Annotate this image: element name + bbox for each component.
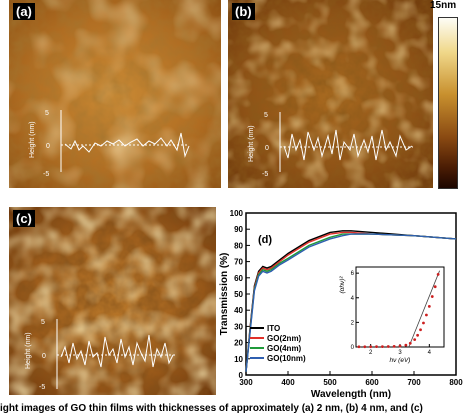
afm-panel-a: 5 0 -5 Height (nm) (a) [9, 0, 221, 188]
inset-x-tick-label: 3 [398, 350, 402, 356]
x-tick-label: 600 [365, 378, 379, 387]
inset-point [375, 345, 378, 349]
height-profile-b [279, 112, 413, 172]
y-tick-label: 40 [234, 306, 243, 315]
afm-image-b: 5 0 -5 Height (nm) [228, 0, 433, 188]
transmission-chart: 0 10 20 30 40 50 60 70 80 90 100 300 400 500 600 700 800… [218, 205, 474, 403]
inset-point [369, 345, 373, 349]
legend-label: ITO [267, 324, 280, 333]
ylabel-a: Height (nm) [29, 121, 36, 158]
tick-0-a: 0 [46, 143, 50, 150]
inset-y-tick-label: 2 [351, 320, 355, 326]
inset-point [363, 345, 367, 349]
y-tick-label: 20 [234, 339, 243, 348]
x-tick-label: 800 [449, 378, 463, 387]
panel-label-a: (a) [13, 3, 35, 20]
tick-0-b: 0 [265, 145, 269, 152]
height-profile-c [56, 319, 177, 389]
legend-label: GO(10nm) [267, 354, 306, 363]
x-tick-label: 500 [323, 378, 337, 387]
inset-point [386, 345, 390, 348]
y-tick-label: 80 [234, 241, 243, 250]
inset-x-tick-label: 4 [428, 350, 432, 356]
tick-5-a: 5 [45, 110, 49, 117]
inset-point [425, 313, 428, 317]
tick-0-c: 0 [42, 353, 46, 360]
ylabel-c: Height (nm) [25, 332, 32, 369]
inset-point [436, 272, 440, 276]
inset-point [413, 338, 417, 342]
x-tick-label: 400 [281, 378, 295, 387]
legend-label: GO(2nm) [267, 334, 302, 343]
inset-point [422, 321, 425, 325]
tick-5-c: 5 [41, 319, 45, 326]
y-tick-label: 60 [234, 274, 243, 283]
inset-point [357, 345, 361, 349]
y-tick-label: 100 [230, 209, 244, 218]
y-tick-label: 0 [239, 371, 244, 380]
inset-point [419, 328, 422, 332]
scale-bar-label: 15nm [430, 0, 457, 11]
y-tick-label: 70 [234, 258, 243, 267]
y-tick-label: 90 [234, 225, 243, 234]
panel-label-b: (b) [232, 3, 255, 20]
height-color-scale [438, 17, 458, 189]
ylabel-b: Height (nm) [248, 125, 255, 162]
y-tick-label: 30 [234, 322, 243, 331]
inset-point [404, 343, 408, 347]
inset-x-axis-label: hν (eV) [390, 357, 411, 364]
inset-point [408, 341, 412, 345]
inset-point [430, 295, 434, 298]
x-tick-label: 300 [239, 378, 253, 387]
afm-image-a: 5 0 -5 Height (nm) [9, 0, 221, 188]
inset-point [392, 344, 396, 348]
height-profile-a [60, 110, 190, 172]
inset-frame [355, 266, 445, 348]
inset-point [381, 345, 384, 349]
x-tick-label: 700 [407, 378, 421, 387]
tick-neg5-b: -5 [262, 171, 268, 178]
inset-y-tick-label: 4 [351, 296, 355, 302]
figure-caption: ight images of GO thin films with thickn… [0, 403, 423, 414]
inset-fit-line [408, 270, 440, 348]
inset-point [433, 285, 437, 289]
y-tick-label: 50 [234, 290, 243, 299]
inset-y-tick-label: 6 [351, 271, 355, 277]
tick-neg5-a: -5 [43, 171, 49, 178]
x-axis-label: Wavelength (nm) [311, 389, 391, 400]
inset-point [398, 344, 402, 348]
panel-label-c: (c) [13, 210, 35, 227]
panel-label-d: (d) [258, 234, 272, 246]
y-axis-label: Transmission (%) [219, 253, 230, 336]
afm-panel-c: 5 0 -5 Height (nm) (c) [9, 207, 216, 395]
y-tick-label: 10 [234, 355, 243, 364]
legend-label: GO(4nm) [267, 344, 302, 353]
afm-image-c: 5 0 -5 Height (nm) [9, 207, 216, 395]
inset-point [416, 333, 419, 337]
inset-point [427, 304, 431, 308]
inset-x-tick-label: 2 [369, 350, 373, 356]
series-line-go-10nm- [245, 233, 457, 372]
tick-5-b: 5 [264, 112, 268, 119]
tick-neg5-c: -5 [39, 384, 45, 391]
inset-y-axis-label: (αhν)² [339, 276, 346, 294]
inset-y-tick-label: 0 [351, 345, 355, 351]
afm-panel-b: 5 0 -5 Height (nm) (b) [228, 0, 433, 188]
